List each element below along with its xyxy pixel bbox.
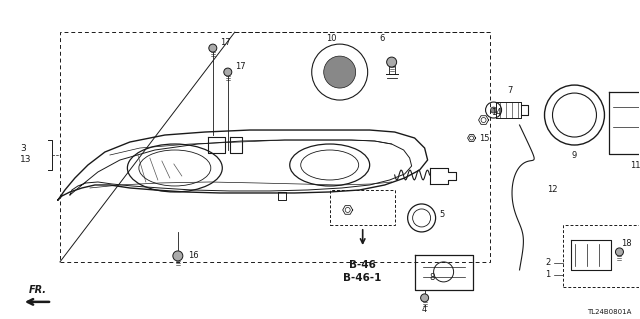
Text: 7: 7 bbox=[508, 85, 513, 94]
Text: 9: 9 bbox=[572, 151, 577, 160]
Text: FR.: FR. bbox=[29, 285, 47, 295]
Text: 17: 17 bbox=[220, 38, 230, 47]
Circle shape bbox=[324, 56, 356, 88]
Circle shape bbox=[387, 57, 397, 67]
Bar bbox=[563, 225, 640, 287]
Circle shape bbox=[224, 68, 232, 76]
Text: B-46: B-46 bbox=[349, 260, 376, 270]
Circle shape bbox=[420, 294, 429, 302]
Text: 8: 8 bbox=[429, 273, 435, 282]
Text: 5: 5 bbox=[440, 211, 445, 219]
Text: 4: 4 bbox=[422, 305, 428, 314]
Text: 18: 18 bbox=[621, 240, 632, 249]
Text: 16: 16 bbox=[188, 251, 198, 260]
Circle shape bbox=[173, 251, 183, 261]
Text: 1: 1 bbox=[545, 271, 551, 279]
Text: 10: 10 bbox=[326, 33, 337, 43]
Text: B-46-1: B-46-1 bbox=[344, 273, 382, 283]
Text: 6: 6 bbox=[379, 33, 385, 43]
Circle shape bbox=[209, 44, 217, 52]
Text: 13: 13 bbox=[20, 155, 31, 165]
Text: 11: 11 bbox=[630, 161, 640, 170]
Text: 17: 17 bbox=[235, 62, 245, 70]
Bar bbox=[330, 190, 395, 225]
Text: 12: 12 bbox=[547, 185, 558, 195]
Circle shape bbox=[616, 248, 623, 256]
Bar bbox=[60, 32, 490, 262]
Circle shape bbox=[491, 107, 497, 113]
Text: 14: 14 bbox=[492, 108, 502, 116]
Text: 2: 2 bbox=[545, 258, 551, 267]
Text: 3: 3 bbox=[20, 144, 26, 152]
Text: TL24B0801A: TL24B0801A bbox=[587, 309, 632, 315]
Text: 15: 15 bbox=[479, 134, 490, 143]
